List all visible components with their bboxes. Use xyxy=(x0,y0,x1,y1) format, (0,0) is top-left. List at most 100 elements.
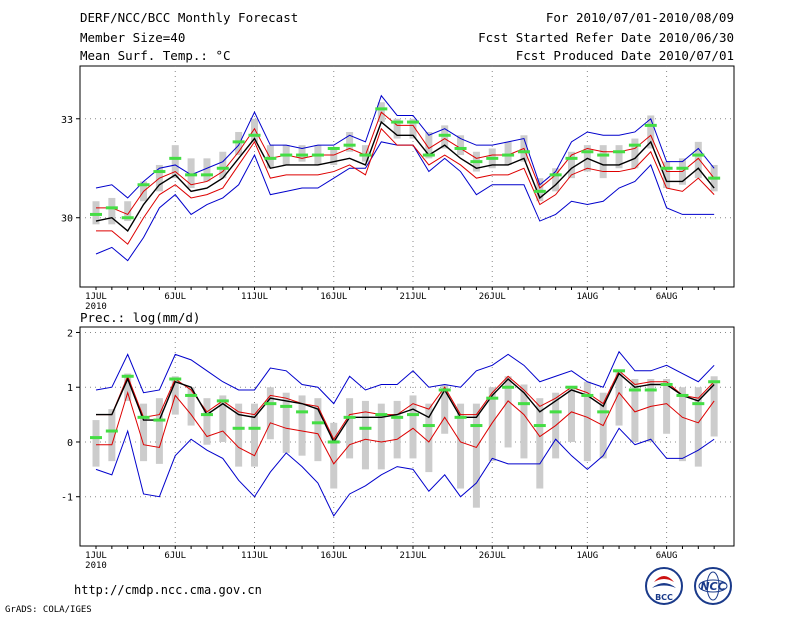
prec-spread-bar xyxy=(361,400,369,470)
temp-xtick-label: 11JUL xyxy=(241,292,268,302)
temp-spread-bar xyxy=(219,151,227,179)
temp-spread-bar xyxy=(361,145,369,162)
temp-median-mark xyxy=(438,133,451,137)
prec-spread-bar xyxy=(235,403,243,467)
temp-spread-bar xyxy=(536,178,544,202)
temp-ensemble-max-line xyxy=(95,94,715,199)
prec-spread-bar xyxy=(108,409,116,462)
prec-spread-bar xyxy=(298,395,306,456)
temp-xtick-label: 26JUL xyxy=(479,292,506,302)
prec-ytick-label: 1 xyxy=(67,383,73,394)
temp-spread-bar xyxy=(694,141,702,179)
prec-median-mark xyxy=(597,410,610,414)
temp-median-mark xyxy=(565,156,578,160)
temp-xtick-label: 6AUG xyxy=(656,292,678,302)
temp-spread-bar xyxy=(552,168,560,192)
temp-spread-bar xyxy=(298,145,306,162)
temp-spread-bar xyxy=(187,158,195,189)
temp-spread-bar xyxy=(457,135,465,156)
temp-ytick-label: 33 xyxy=(61,115,73,126)
prec-ensemble-mean-line xyxy=(96,372,715,444)
temp-median-mark xyxy=(692,153,705,157)
prec-median-mark xyxy=(533,424,546,428)
prec-spread-bar xyxy=(203,398,211,445)
prec-spread-bar xyxy=(615,370,623,426)
prec-median-mark xyxy=(692,402,705,406)
temp-spread-bar xyxy=(568,151,575,179)
prec-median-mark xyxy=(581,393,594,397)
temp-median-mark xyxy=(454,146,467,150)
temp-xtick-year: 2010 xyxy=(85,302,107,312)
forecast-produced-date: Fcst Produced Date 2010/07/01 xyxy=(515,48,734,63)
prec-median-mark xyxy=(121,374,134,378)
prec-spread-bar xyxy=(457,403,465,489)
prec-ytick-label: 2 xyxy=(67,328,73,339)
temp-median-mark xyxy=(613,150,626,154)
temp-spread-bar xyxy=(504,141,512,165)
prec-median-mark xyxy=(375,413,388,417)
temp-lower-band-line xyxy=(96,127,715,245)
temp-median-mark xyxy=(676,166,689,170)
temp-median-mark xyxy=(343,143,356,147)
prec-median-mark xyxy=(708,380,721,384)
prec-spread-bar xyxy=(583,381,591,462)
temp-median-mark xyxy=(375,107,388,111)
prec-spread-bar xyxy=(520,384,528,459)
prec-spread-bar xyxy=(219,395,227,442)
temp-spread-bar xyxy=(235,131,243,156)
prec-median-mark xyxy=(628,388,641,392)
temp-median-mark xyxy=(517,150,530,154)
temp-spread-bar xyxy=(108,197,116,225)
temp-spread-bar xyxy=(203,158,211,182)
prec-median-mark xyxy=(660,382,673,386)
temp-median-mark xyxy=(264,156,277,160)
ncc-logo: NCC xyxy=(694,567,732,605)
temp-median-mark xyxy=(533,189,546,193)
prec-median-mark xyxy=(343,415,356,419)
temp-spread-bar xyxy=(251,118,258,142)
prec-median-mark xyxy=(644,388,657,392)
prec-median-mark xyxy=(137,415,150,419)
temp-spread-bar xyxy=(631,138,639,169)
temp-spread-bar xyxy=(124,201,132,222)
prec-spread-bar xyxy=(441,384,449,434)
temp-spread-bar xyxy=(599,145,607,179)
prec-ytick-label: -1 xyxy=(61,493,73,504)
source-url[interactable]: http://cmdp.ncc.cma.gov.cn xyxy=(74,583,262,597)
temp-spread-bar xyxy=(266,145,274,169)
prec-median-mark xyxy=(296,410,309,414)
temp-xtick-label: 16JUL xyxy=(320,292,347,302)
prec-median-mark xyxy=(232,426,245,430)
temp-median-mark xyxy=(296,153,309,157)
prec-spread-bar xyxy=(266,387,274,440)
prec-lower-band-line xyxy=(96,390,715,465)
temp-spread-bar xyxy=(171,145,179,179)
ncc-logo-text: NCC xyxy=(700,580,725,593)
prec-plot-frame xyxy=(79,326,735,547)
bcc-logo-text: BCC xyxy=(655,593,673,602)
prec-xtick-year: 2010 xyxy=(85,561,107,571)
temp-spread-bar xyxy=(441,125,449,149)
prec-spread-bar xyxy=(409,395,417,459)
temp-median-mark xyxy=(422,153,435,157)
precip-panel-label: Prec.: log(mm/d) xyxy=(80,310,201,325)
temp-median-mark xyxy=(216,166,229,170)
prec-median-mark xyxy=(454,415,467,419)
temp-spread-bar xyxy=(663,161,671,189)
temp-xtick-label: 21JUL xyxy=(399,292,426,302)
temp-median-mark xyxy=(327,146,340,150)
member-size: Member Size=40 xyxy=(80,30,186,45)
prec-median-mark xyxy=(486,396,499,400)
temp-median-mark xyxy=(105,206,118,210)
temp-spread-bar xyxy=(409,118,417,139)
temp-ytick-label: 30 xyxy=(61,214,73,225)
temp-median-mark xyxy=(407,120,419,124)
prec-spread-bar xyxy=(710,376,718,437)
temp-xtick-label: 1JUL xyxy=(85,292,107,302)
prec-median-mark xyxy=(216,399,229,403)
temp-median-mark xyxy=(628,143,641,147)
temp-median-mark xyxy=(137,183,150,187)
prec-xtick-label: 16JUL xyxy=(320,551,347,561)
temp-median-mark xyxy=(248,133,261,137)
